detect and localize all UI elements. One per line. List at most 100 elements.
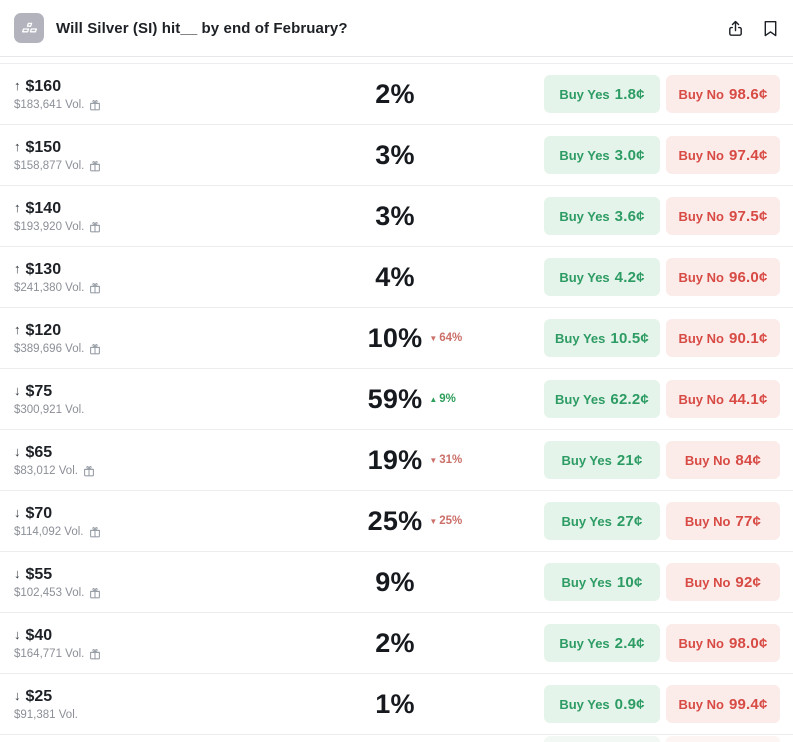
- buy-no-button[interactable]: Buy No 84¢: [666, 441, 780, 479]
- buy-no-button[interactable]: Buy No 98.6¢: [666, 75, 780, 113]
- chance-percent: 1%: [375, 688, 415, 719]
- market-row: ↑ $150 $158,877 Vol. 3%: [0, 125, 793, 186]
- buy-no-label: Buy No: [684, 513, 731, 529]
- chance-percent: 3%: [375, 139, 415, 170]
- market-row: ↑ $140 $193,920 Vol. 3%: [0, 186, 793, 247]
- change-value: 64%: [439, 332, 463, 344]
- gift-icon: [90, 221, 101, 232]
- trade-buttons: Buy Yes 3.6¢ Buy No 97.5¢: [544, 197, 780, 235]
- direction-arrow-icon: ↓: [14, 626, 21, 642]
- buy-yes-button[interactable]: Buy Yes 10¢: [544, 563, 660, 601]
- buy-yes-price: 10¢: [616, 573, 643, 591]
- outcome-info: ↑ $130 $241,380 Vol.: [14, 261, 101, 294]
- buy-yes-button[interactable]: Buy Yes 27¢: [544, 502, 660, 540]
- buy-yes-label: Buy Yes: [555, 391, 606, 407]
- strike-price: $75: [25, 382, 53, 400]
- market-row: ↓ $40 $164,771 Vol. 2%: [0, 613, 793, 674]
- buy-no-button[interactable]: Buy No 97.4¢: [666, 136, 780, 174]
- buy-no-button[interactable]: Buy No 98.0¢: [666, 624, 780, 662]
- buy-no-button[interactable]: Buy No 90.1¢: [666, 319, 780, 357]
- buy-yes-price: 62.2¢: [610, 390, 649, 408]
- buy-yes-button[interactable]: Buy Yes 4.2¢: [544, 258, 660, 296]
- buy-no-button[interactable]: Buy No 96.0¢: [666, 258, 780, 296]
- buy-no-label: Buy No: [678, 86, 724, 102]
- volume-label: $389,696 Vol.: [14, 342, 85, 355]
- volume-label: $241,380 Vol.: [14, 281, 85, 294]
- strike-price: $120: [25, 321, 62, 339]
- chance-percent: 2%: [375, 627, 415, 658]
- market-row: ↓ $65 $83,012 Vol. 19% ▼ 31%: [0, 430, 793, 491]
- cut-off-row-top: [0, 57, 793, 64]
- gift-icon: [90, 587, 101, 598]
- direction-arrow-icon: ↓: [14, 382, 21, 398]
- market-row: ↓ $55 $102,453 Vol. 9%: [0, 552, 793, 613]
- buy-yes-label: Buy Yes: [561, 452, 612, 468]
- buy-yes-label: Buy Yes: [561, 574, 612, 590]
- gift-icon: [90, 99, 101, 110]
- change-triangle-icon: ▼: [429, 455, 438, 465]
- buy-yes-label: Buy Yes: [559, 696, 610, 712]
- buy-yes-button[interactable]: Buy Yes 62.2¢: [544, 380, 660, 418]
- buy-yes-label: Buy Yes: [559, 208, 610, 224]
- buy-yes-button[interactable]: Buy Yes 3.6¢: [544, 197, 660, 235]
- share-button[interactable]: [726, 19, 745, 38]
- volume-label: $114,092 Vol.: [14, 525, 84, 538]
- trade-buttons: Buy Yes 4.2¢ Buy No 96.0¢: [544, 258, 780, 296]
- volume-label: $91,381 Vol.: [14, 708, 78, 721]
- direction-arrow-icon: ↓: [14, 443, 21, 459]
- change-triangle-icon: ▼: [429, 516, 438, 526]
- buy-yes-label: Buy Yes: [555, 330, 606, 346]
- buy-no-button[interactable]: Buy No 97.5¢: [666, 197, 780, 235]
- buy-yes-button[interactable]: Buy Yes 0.9¢: [544, 685, 660, 723]
- bookmark-button[interactable]: [762, 19, 779, 38]
- page-title: Will Silver (SI) hit__ by end of Februar…: [56, 19, 348, 37]
- buy-yes-button[interactable]: Buy Yes 2.4¢: [544, 624, 660, 662]
- trade-buttons: Buy Yes 3.0¢ Buy No 97.4¢: [544, 136, 780, 174]
- buy-yes-price: 27¢: [616, 512, 643, 530]
- direction-arrow-icon: ↓: [14, 565, 21, 581]
- gift-icon: [90, 648, 101, 659]
- gift-icon: [90, 282, 101, 293]
- buy-no-price: 90.1¢: [728, 329, 768, 347]
- strike-price: $140: [25, 199, 62, 217]
- change-badge: ▼ 31%: [429, 454, 462, 466]
- outcome-info: ↑ $150 $158,877 Vol.: [14, 139, 101, 172]
- chance-cell: 2%: [300, 79, 490, 110]
- buy-no-button[interactable]: Buy No 99.4¢: [666, 685, 780, 723]
- direction-arrow-icon: ↑: [14, 260, 21, 276]
- buy-no-button[interactable]: Buy No 92¢: [666, 563, 780, 601]
- outcome-info: ↓ $70 $114,092 Vol.: [14, 505, 101, 538]
- buy-yes-button[interactable]: Buy Yes 10.5¢: [544, 319, 660, 357]
- buy-yes-button[interactable]: Buy Yes 1.8¢: [544, 75, 660, 113]
- chance-cell: 25% ▼ 25%: [300, 506, 490, 537]
- change-value: 9%: [439, 393, 456, 405]
- buy-no-price: 44.1¢: [728, 390, 768, 408]
- outcome-info: ↑ $160 $183,641 Vol.: [14, 78, 101, 111]
- buy-no-label: Buy No: [678, 208, 724, 224]
- gift-icon: [90, 343, 101, 354]
- direction-arrow-icon: ↑: [14, 77, 21, 93]
- outcome-info: ↓ $65 $83,012 Vol.: [14, 444, 95, 477]
- trade-buttons: Buy Yes 0.9¢ Buy No 99.4¢: [544, 685, 780, 723]
- chance-cell: 19% ▼ 31%: [300, 445, 490, 476]
- buy-yes-price: 0.9¢: [614, 695, 645, 713]
- share-icon: [729, 20, 742, 36]
- volume-label: $102,453 Vol.: [14, 586, 85, 599]
- buy-no-button[interactable]: Buy No 77¢: [666, 502, 780, 540]
- chance-percent: 2%: [375, 78, 415, 109]
- strike-price: $70: [25, 504, 53, 522]
- buy-no-price: 96.0¢: [728, 268, 768, 286]
- chance-cell: 3%: [300, 201, 490, 232]
- buy-yes-price: 4.2¢: [614, 268, 645, 286]
- chance-cell: 2%: [300, 628, 490, 659]
- chance-cell: 59% ▲ 9%: [300, 384, 490, 415]
- buy-no-label: Buy No: [678, 147, 724, 163]
- buy-yes-button[interactable]: Buy Yes 21¢: [544, 441, 660, 479]
- buy-no-button[interactable]: Buy No 44.1¢: [666, 380, 780, 418]
- direction-arrow-icon: ↓: [14, 504, 21, 520]
- chance-percent: 10%: [367, 322, 423, 353]
- buy-yes-label: Buy Yes: [561, 513, 612, 529]
- buy-yes-button[interactable]: Buy Yes 3.0¢: [544, 136, 660, 174]
- buy-yes-label: Buy Yes: [559, 635, 610, 651]
- buy-no-label: Buy No: [678, 635, 724, 651]
